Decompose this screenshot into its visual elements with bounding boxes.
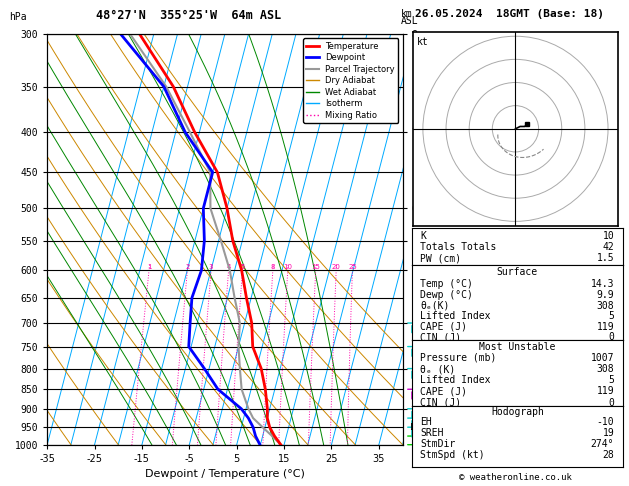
Text: Most Unstable: Most Unstable — [479, 342, 555, 352]
Text: CIN (J): CIN (J) — [420, 332, 462, 342]
Text: 28: 28 — [603, 450, 615, 460]
Text: 0: 0 — [608, 398, 615, 408]
Text: θₑ(K): θₑ(K) — [420, 300, 450, 311]
Text: CIN (J): CIN (J) — [420, 398, 462, 408]
Text: 4: 4 — [226, 264, 231, 270]
Text: Pressure (mb): Pressure (mb) — [420, 353, 497, 363]
Text: 9.9: 9.9 — [597, 290, 615, 300]
Text: -10: -10 — [597, 417, 615, 427]
Text: K: K — [420, 231, 426, 242]
Text: 10: 10 — [283, 264, 292, 270]
Text: Surface: Surface — [497, 267, 538, 278]
Legend: Temperature, Dewpoint, Parcel Trajectory, Dry Adiabat, Wet Adiabat, Isotherm, Mi: Temperature, Dewpoint, Parcel Trajectory… — [303, 38, 398, 123]
Text: 274°: 274° — [591, 439, 615, 449]
Text: 5: 5 — [608, 311, 615, 321]
Text: 42: 42 — [603, 243, 615, 252]
Text: LCL: LCL — [409, 423, 426, 432]
Text: StmSpd (kt): StmSpd (kt) — [420, 450, 485, 460]
Text: CAPE (J): CAPE (J) — [420, 386, 467, 397]
Text: Dewp (°C): Dewp (°C) — [420, 290, 473, 300]
Text: 8: 8 — [270, 264, 275, 270]
Text: EH: EH — [420, 417, 432, 427]
Text: θₑ (K): θₑ (K) — [420, 364, 455, 374]
Text: 1: 1 — [147, 264, 151, 270]
Text: CAPE (J): CAPE (J) — [420, 322, 467, 331]
Text: 1007: 1007 — [591, 353, 615, 363]
Text: Lifted Index: Lifted Index — [420, 375, 491, 385]
Text: PW (cm): PW (cm) — [420, 253, 462, 263]
Text: Totals Totals: Totals Totals — [420, 243, 497, 252]
Text: © weatheronline.co.uk: © weatheronline.co.uk — [459, 473, 572, 482]
Text: Hodograph: Hodograph — [491, 407, 544, 417]
Text: ASL: ASL — [401, 16, 419, 26]
Text: 308: 308 — [597, 364, 615, 374]
Text: 15: 15 — [311, 264, 320, 270]
X-axis label: Dewpoint / Temperature (°C): Dewpoint / Temperature (°C) — [145, 469, 305, 479]
Text: 119: 119 — [597, 386, 615, 397]
Text: 3: 3 — [209, 264, 213, 270]
Text: Lifted Index: Lifted Index — [420, 311, 491, 321]
Text: hPa: hPa — [9, 12, 27, 22]
Text: 119: 119 — [597, 322, 615, 331]
Text: 308: 308 — [597, 300, 615, 311]
Text: 10: 10 — [603, 231, 615, 242]
Text: SREH: SREH — [420, 428, 444, 438]
Text: StmDir: StmDir — [420, 439, 455, 449]
Text: 0: 0 — [608, 332, 615, 342]
Text: 26.05.2024  18GMT (Base: 18): 26.05.2024 18GMT (Base: 18) — [415, 9, 604, 19]
Text: kt: kt — [418, 37, 429, 48]
Text: 48°27'N  355°25'W  64m ASL: 48°27'N 355°25'W 64m ASL — [96, 9, 281, 22]
Text: 14.3: 14.3 — [591, 279, 615, 290]
Text: 5: 5 — [240, 264, 245, 270]
Text: 2: 2 — [185, 264, 189, 270]
Y-axis label: Mixing Ratio (g/kg): Mixing Ratio (g/kg) — [449, 193, 459, 285]
Text: 5: 5 — [608, 375, 615, 385]
Text: 20: 20 — [331, 264, 341, 270]
Text: 25: 25 — [348, 264, 357, 270]
Text: 19: 19 — [603, 428, 615, 438]
Text: Temp (°C): Temp (°C) — [420, 279, 473, 290]
Text: 1.5: 1.5 — [597, 253, 615, 263]
Text: km: km — [401, 9, 413, 19]
